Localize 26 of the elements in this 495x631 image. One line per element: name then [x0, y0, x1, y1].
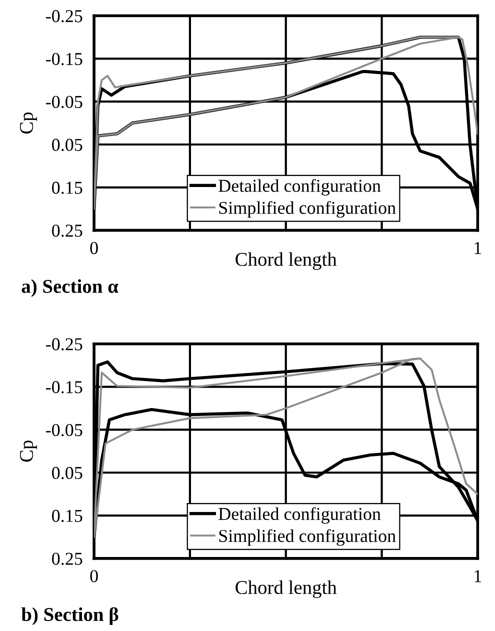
legend-label: Detailed configuration [218, 507, 381, 524]
text: a) Section α [22, 279, 118, 297]
x-axis-title: Chord length [236, 252, 337, 270]
y-axis-title: Cp [20, 440, 37, 462]
legend-label: Simplified configuration [219, 529, 396, 546]
y-tick-label: -0.05 [46, 96, 82, 108]
x-tick-label: 0 [90, 570, 98, 582]
y-tick-label: -0.05 [46, 424, 82, 436]
y-tick-label: 0.05 [52, 138, 82, 152]
y-tick-label: -0.25 [46, 10, 82, 22]
x-tick-label: 1 [474, 570, 482, 582]
x-axis-title: Chord length [236, 580, 337, 598]
y-tick-label: 0.15 [52, 510, 82, 522]
y-axis-title: Cp [20, 112, 37, 134]
y-tick-label: 0.25 [52, 552, 82, 565]
x-tick-label: 0 [90, 242, 98, 254]
y-tick-label: 0.15 [52, 182, 82, 194]
legend-label: Simplified configuration [219, 201, 396, 218]
y-tick-label: 0.05 [52, 466, 82, 480]
y-tick-label: 0.25 [52, 224, 82, 237]
text: b) Section β [21, 607, 118, 626]
x-tick-label: 1 [474, 242, 482, 254]
y-tick-label: -0.15 [46, 52, 82, 66]
legend-label: Detailed configuration [218, 179, 381, 196]
y-tick-label: -0.15 [46, 381, 82, 394]
y-tick-label: -0.25 [46, 338, 82, 350]
